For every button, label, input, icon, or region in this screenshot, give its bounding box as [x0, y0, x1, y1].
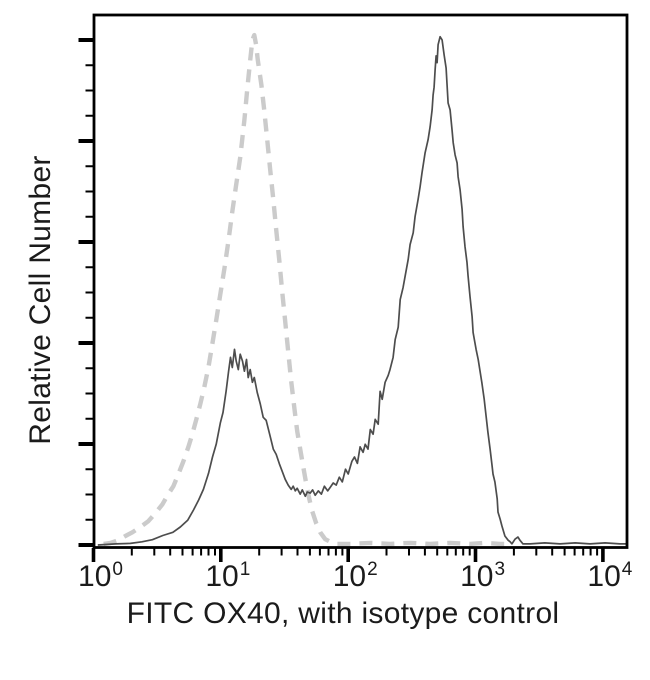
x-tick-base: 10: [332, 560, 367, 593]
x-tick-exponent: 0: [112, 559, 123, 580]
y-axis-title: Relative Cell Number: [24, 155, 57, 445]
x-tick-label-10e3: 103: [460, 559, 506, 593]
x-tick-base: 10: [587, 560, 621, 593]
plot-frame: [92, 13, 629, 549]
isotype-control-curve: [103, 32, 505, 547]
x-tick-label-10e4: 104: [587, 559, 633, 593]
fitc-ox40-curve: [97, 35, 628, 546]
x-tick-label-10e0: 100: [78, 559, 123, 593]
x-axis-major-ticks: [91, 548, 605, 562]
x-tick-exponent: 1: [239, 559, 251, 580]
x-tick-exponent: 4: [621, 559, 633, 580]
y-axis-minor-ticks: [85, 64, 93, 521]
x-tick-base: 10: [78, 560, 112, 593]
x-tick-label-10e1: 101: [205, 559, 251, 593]
x-tick-exponent: 2: [367, 559, 378, 580]
x-axis-minor-ticks: [130, 548, 599, 556]
x-tick-base: 10: [460, 560, 494, 593]
x-tick-base: 10: [205, 560, 239, 593]
x-tick-exponent: 3: [494, 559, 506, 580]
x-axis-title: FITC OX40, with isotype control: [126, 597, 560, 630]
x-tick-label-10e2: 102: [332, 559, 378, 593]
y-axis-major-ticks: [78, 38, 93, 547]
